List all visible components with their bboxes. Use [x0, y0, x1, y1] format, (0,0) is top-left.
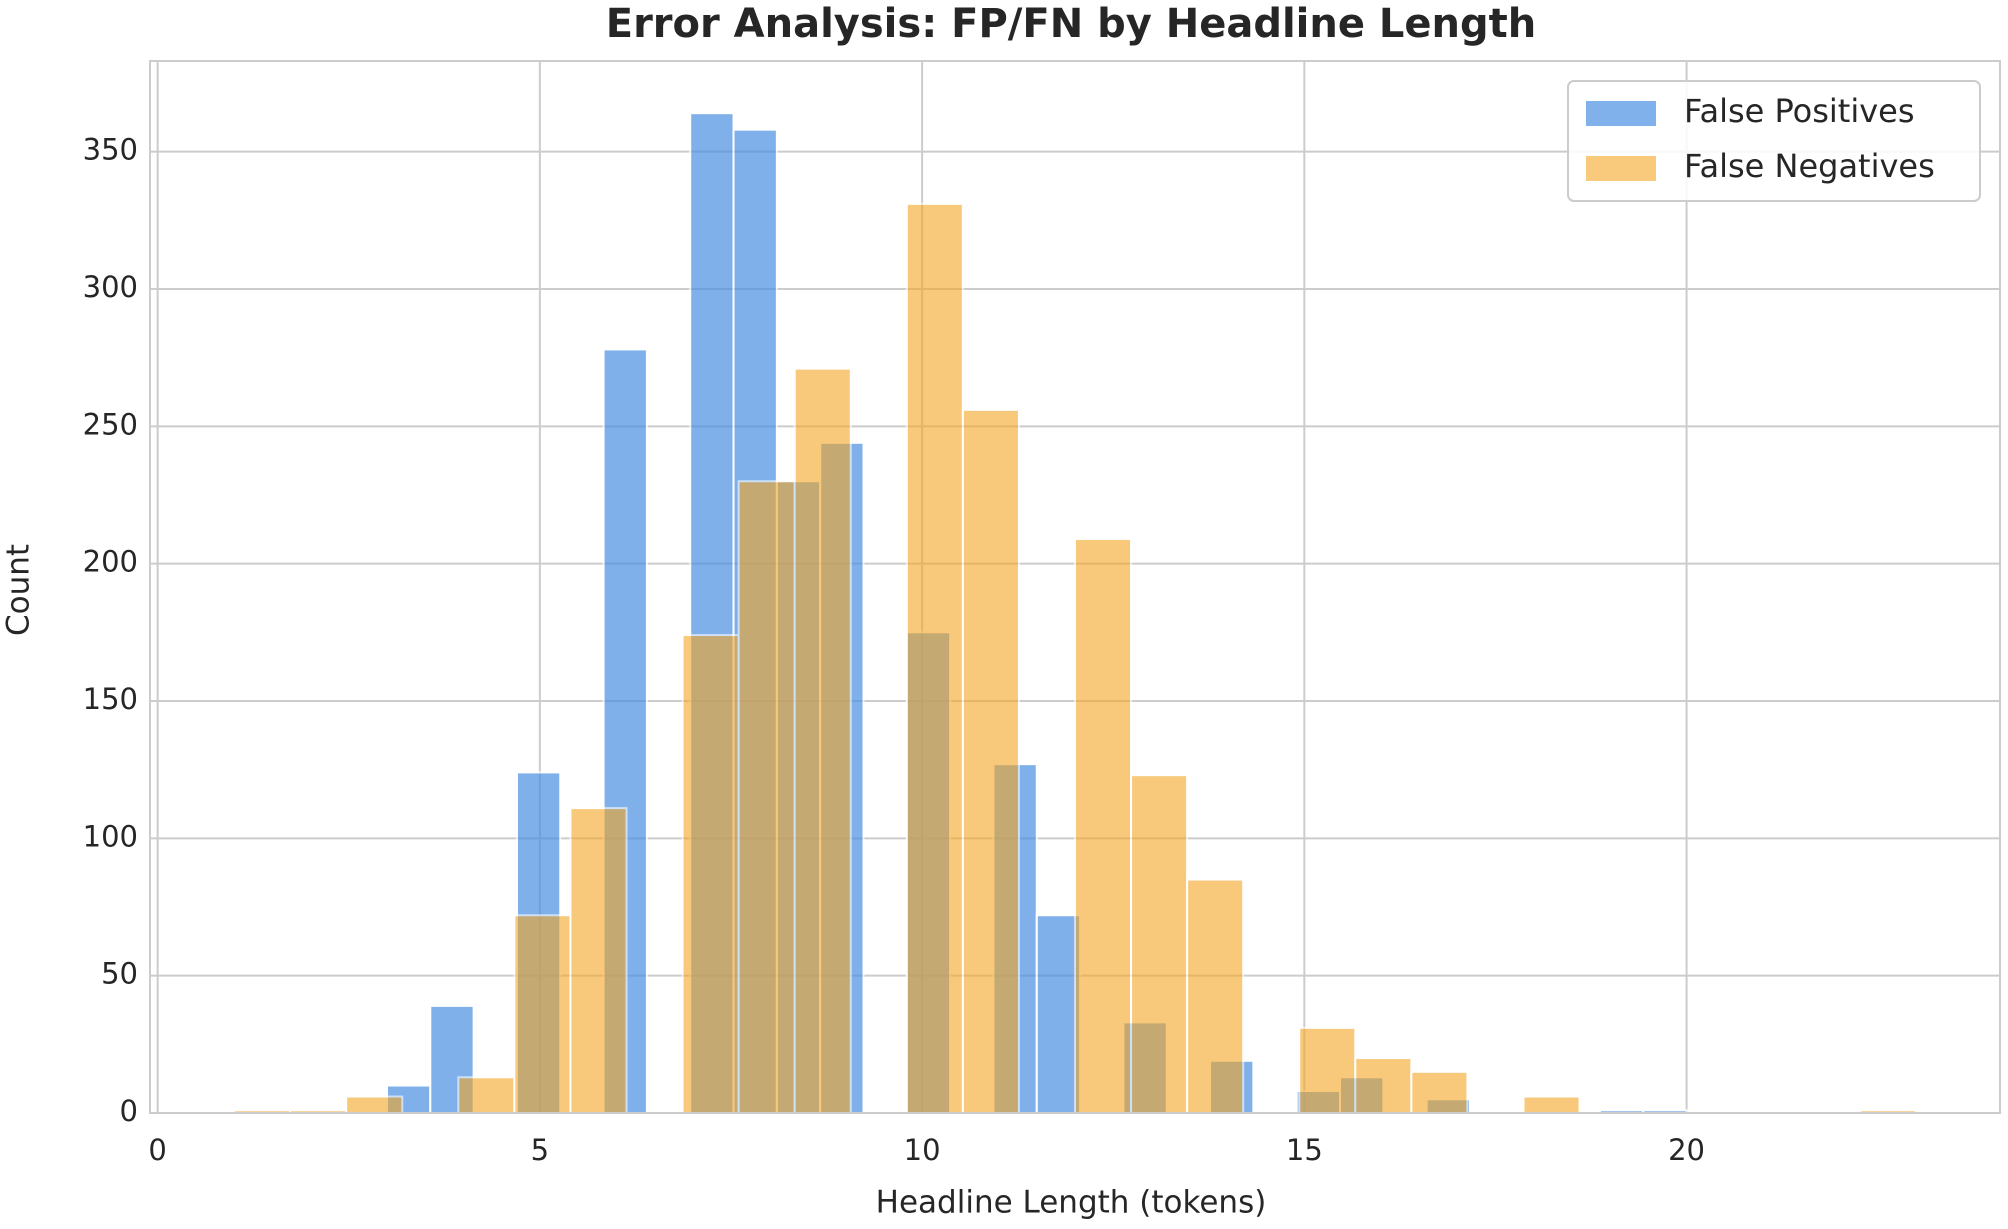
- bar: [1354, 1057, 1413, 1115]
- legend-label: False Positives: [1684, 92, 1915, 130]
- x-tick-label: 20: [1668, 1133, 1705, 1167]
- bar: [569, 807, 628, 1114]
- bar: [513, 914, 572, 1114]
- y-tick-label: 250: [83, 407, 138, 441]
- bar: [457, 1076, 516, 1115]
- bar: [1410, 1070, 1469, 1114]
- y-tick-label: 100: [83, 819, 138, 853]
- x-tick-label: 15: [1286, 1133, 1323, 1167]
- y-tick-label: 200: [83, 545, 138, 579]
- x-tick-label: 5: [531, 1133, 549, 1167]
- y-axis-label: Count: [1, 544, 37, 636]
- bar: [681, 634, 740, 1114]
- plot-frame: [149, 60, 2001, 1114]
- x-axis-label: Headline Length (tokens): [876, 1185, 1267, 1221]
- y-tick-label: 50: [101, 957, 138, 991]
- bar: [1035, 914, 1082, 1114]
- series: [233, 202, 1917, 1115]
- bar: [345, 1095, 404, 1114]
- bar: [1522, 1095, 1581, 1114]
- bar: [1130, 774, 1189, 1114]
- legend-swatch: [1586, 156, 1656, 181]
- bar: [737, 480, 796, 1114]
- bar: [1074, 537, 1133, 1114]
- bar: [961, 408, 1020, 1114]
- legend-swatch: [1586, 101, 1656, 126]
- legend-label: False Negatives: [1684, 147, 1935, 185]
- y-tick-label: 150: [83, 682, 138, 716]
- legend-box: [1567, 80, 1981, 202]
- bar: [1186, 878, 1245, 1114]
- y-tick-label: 300: [83, 270, 138, 304]
- y-tick-label: 0: [120, 1094, 138, 1128]
- x-tick-label: 10: [904, 1133, 941, 1167]
- x-tick-label: 0: [148, 1133, 166, 1167]
- y-tick-label: 350: [83, 133, 138, 167]
- bar: [1298, 1026, 1357, 1115]
- bar: [793, 367, 852, 1114]
- bar: [905, 202, 964, 1115]
- chart-title: Error Analysis: FP/FN by Headline Length: [606, 1, 1537, 47]
